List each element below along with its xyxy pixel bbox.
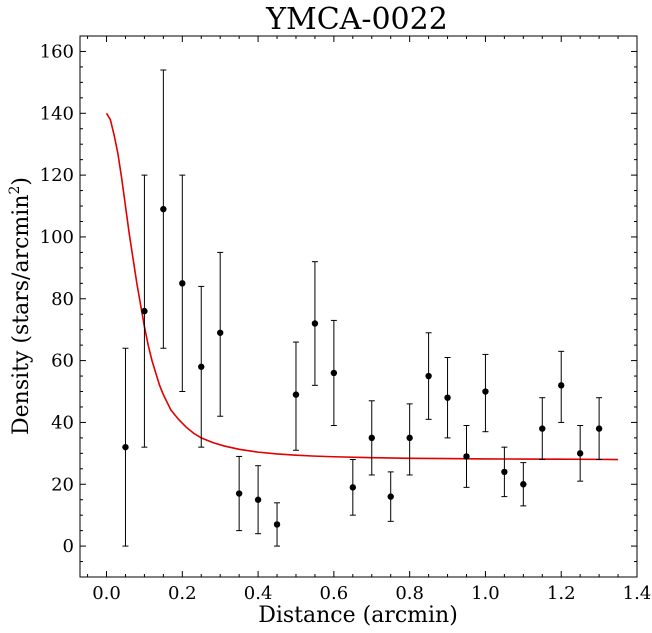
y-tick-label: 0 — [63, 536, 74, 557]
y-tick-label: 120 — [40, 165, 74, 186]
data-point — [273, 521, 281, 528]
data-point — [539, 425, 546, 432]
data-point — [179, 280, 186, 287]
y-axis-label-superscript: 2 — [7, 186, 23, 195]
x-tick-label: 0.6 — [320, 583, 349, 604]
y-axis-label: Density (stars/arcmin2) — [7, 177, 34, 435]
x-tick-label: 1.2 — [547, 583, 576, 604]
x-tick-label: 1.4 — [623, 583, 652, 604]
data-point — [349, 484, 357, 491]
x-tick-label: 1.0 — [471, 583, 500, 604]
data-point — [520, 481, 527, 488]
fit-curve-layer — [105, 112, 619, 461]
data-point — [576, 450, 584, 457]
y-tick-label: 100 — [40, 227, 74, 248]
plot-frame — [79, 35, 638, 578]
data-point — [198, 363, 205, 370]
data-point — [141, 307, 148, 315]
data-point — [425, 372, 432, 380]
data-point — [254, 496, 262, 503]
data-point — [292, 391, 300, 398]
data-point — [368, 434, 375, 442]
y-tick-label: 60 — [51, 351, 74, 372]
x-axis-label: Distance (arcmin) — [258, 603, 458, 628]
y-tick-label: 160 — [40, 41, 74, 62]
y-tick-label: 80 — [51, 289, 74, 310]
fit-curve — [105, 112, 619, 461]
data-point — [482, 388, 489, 395]
chart-title: YMCA-0022 — [265, 2, 448, 37]
y-tick-label: 20 — [51, 474, 74, 495]
y-axis-label-main: Density (stars/arcmin — [9, 195, 34, 436]
x-axis: 0.0 0.2 0.4 0.6 0.8 1.0 1.2 1.4 — [87, 36, 652, 604]
y-tick-label: 40 — [51, 412, 74, 433]
y-axis-label-close: ) — [9, 177, 34, 186]
data-point — [406, 434, 413, 442]
x-tick-label: 0.2 — [168, 583, 197, 604]
data-points-layer — [122, 69, 603, 547]
data-point — [330, 369, 338, 377]
y-axis: 0 20 40 60 80 100 120 140 160 — [40, 35, 637, 578]
data-point — [444, 394, 451, 401]
y-tick-label: 140 — [40, 103, 74, 124]
data-point — [216, 329, 224, 336]
data-point — [122, 443, 129, 451]
data-point — [463, 453, 470, 460]
data-point — [595, 425, 603, 432]
x-tick-label: 0.4 — [244, 583, 273, 604]
data-point — [558, 382, 565, 389]
data-point — [311, 320, 319, 327]
data-point — [387, 493, 394, 500]
x-tick-label: 0.8 — [395, 583, 424, 604]
data-point — [501, 468, 508, 476]
data-point — [235, 490, 243, 497]
x-tick-label: 0.0 — [92, 583, 121, 604]
data-point — [160, 205, 167, 213]
